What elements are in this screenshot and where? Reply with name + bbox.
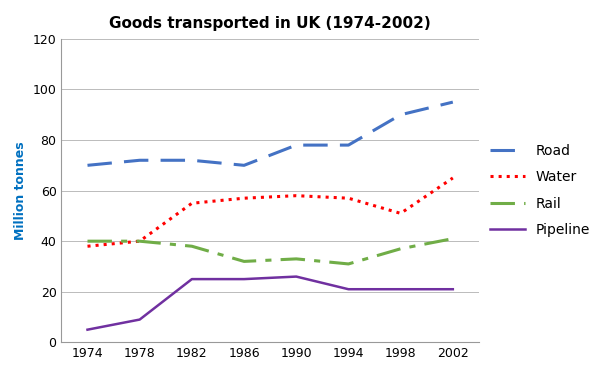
Water (397, 211, 405, 216)
Road (84, 163, 91, 168)
Rail (397, 247, 405, 251)
Rail (188, 244, 196, 249)
Line: Road: Road (88, 102, 453, 165)
Y-axis label: Million tonnes: Million tonnes (14, 141, 27, 240)
Rail (293, 257, 300, 261)
Pipeline (397, 287, 405, 292)
Road (188, 158, 196, 163)
Pipeline (84, 328, 91, 332)
Line: Rail: Rail (88, 239, 453, 264)
Pipeline (188, 277, 196, 282)
Water (293, 193, 300, 198)
Road (136, 158, 144, 163)
Road (397, 112, 405, 117)
Pipeline (241, 277, 248, 282)
Rail (345, 261, 352, 266)
Line: Pipeline: Pipeline (88, 277, 453, 330)
Rail (241, 259, 248, 264)
Road (241, 163, 248, 168)
Title: Goods transported in UK (1974-2002): Goods transported in UK (1974-2002) (109, 16, 431, 31)
Road (345, 143, 352, 147)
Water (345, 196, 352, 201)
Water (188, 201, 196, 205)
Water (449, 176, 457, 180)
Rail (84, 239, 91, 244)
Water (136, 239, 144, 244)
Road (449, 100, 457, 105)
Water (84, 244, 91, 249)
Pipeline (293, 274, 300, 279)
Pipeline (136, 317, 144, 322)
Water (241, 196, 248, 201)
Rail (136, 239, 144, 244)
Pipeline (345, 287, 352, 292)
Pipeline (449, 287, 457, 292)
Legend: Road, Water, Rail, Pipeline: Road, Water, Rail, Pipeline (490, 144, 590, 237)
Line: Water: Water (88, 178, 453, 246)
Road (293, 143, 300, 147)
Rail (449, 237, 457, 241)
